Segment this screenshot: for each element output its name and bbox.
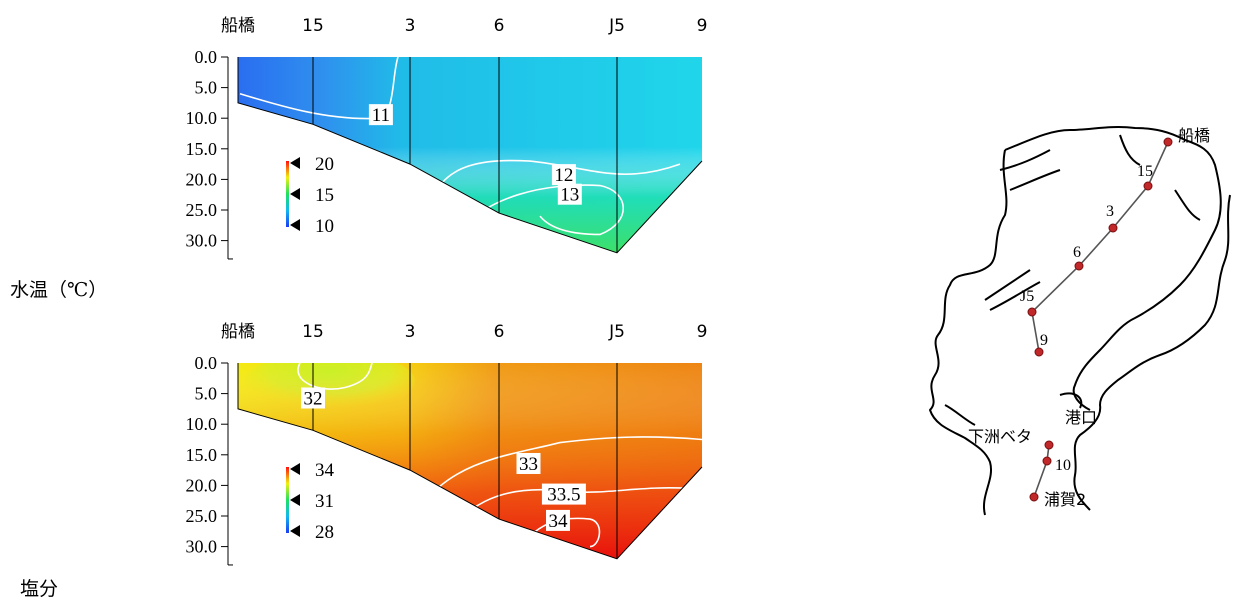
salinity-colorbar-label-0: 34 <box>315 460 335 481</box>
station-label-15: 15 <box>302 16 324 36</box>
station-point-6 <box>1074 261 1084 271</box>
station-point-9 <box>1034 347 1044 357</box>
depth-tick-label-1: 5.0 <box>195 78 218 98</box>
station-point-uraga2 <box>1029 492 1039 502</box>
contour-label-33-5: 33.5 <box>547 485 580 506</box>
coast-details <box>944 134 1201 426</box>
colorbar-marker-2 <box>290 219 300 231</box>
station-label-j5: J5 <box>608 16 625 36</box>
temperature-field-depth <box>238 57 702 253</box>
coastline <box>929 126 1231 516</box>
depth-tick-label-5: 25.0 <box>186 506 218 526</box>
map-label-6: 6 <box>1073 244 1081 261</box>
station-label-9: 9 <box>697 16 708 36</box>
map-label-15: 15 <box>1137 163 1153 180</box>
contour-label-bg-0 <box>368 104 393 126</box>
contour-label-bg-1 <box>516 452 541 474</box>
depth-tick-label-4: 20.0 <box>186 169 218 189</box>
depth-tick-label-6: 30.0 <box>186 231 218 251</box>
temperature-section-chart: 船橋 15 3 6 J5 90.05.010.015.020.025.030.011121… <box>10 16 708 301</box>
temperature-colorbar-label-0: 20 <box>315 154 334 175</box>
contour-label-bg-2 <box>541 483 586 505</box>
temperature-section-label: 水温（℃） <box>10 279 107 301</box>
station-point-3 <box>1108 223 1118 233</box>
salinity-colorbar-label-1: 31 <box>315 491 334 512</box>
contour-label-33: 33 <box>519 454 538 475</box>
colorbar-marker-1 <box>290 188 300 200</box>
colorbar-marker-0 <box>290 463 300 475</box>
temperature-colorbar <box>286 161 289 227</box>
depth-tick-label-4: 20.0 <box>186 475 218 495</box>
station-label-6: 6 <box>494 16 505 36</box>
contour-label-32: 32 <box>304 388 323 409</box>
charts-layer: 船橋 15 3 6 J5 90.05.010.015.020.025.030.011121… <box>10 16 708 600</box>
depth-tick-label-3: 15.0 <box>186 445 218 465</box>
station-label-funabashi: 船橋 <box>221 322 255 342</box>
colorbar-marker-2 <box>290 525 300 537</box>
salinity-colorbar-label-2: 28 <box>315 522 334 543</box>
coast-west <box>929 149 1008 516</box>
contour-32 <box>297 363 373 390</box>
coast-east <box>1073 194 1231 511</box>
salinity-section-label: 塩分 <box>20 578 58 600</box>
station-point-funabashi <box>1163 137 1173 147</box>
map-label-shimosu-beta: 下洲ベタ <box>968 427 1032 446</box>
depth-tick-label-6: 30.0 <box>186 537 218 557</box>
map-label-kouguchi: 港口 <box>1065 408 1097 427</box>
map-label-3: 3 <box>1106 203 1114 220</box>
colorbar-marker-0 <box>290 157 300 169</box>
temperature-seabed-line <box>237 57 703 254</box>
map-label-uraga2: 浦賀2 <box>1044 490 1086 509</box>
contour-label-bg-1 <box>551 164 576 186</box>
coast-north-east <box>1004 126 1222 411</box>
contour-34 <box>519 517 601 548</box>
contour-label-12: 12 <box>554 165 573 186</box>
depth-tick-label-2: 10.0 <box>186 414 218 434</box>
map-label-j5: J5 <box>1020 288 1034 305</box>
map-label-funabashi: 船橋 <box>1178 126 1210 145</box>
station-label-3: 3 <box>405 16 416 36</box>
depth-tick-label-1: 5.0 <box>195 384 218 404</box>
station-label-6: 6 <box>494 322 505 342</box>
salinity-seabed-line <box>237 363 703 560</box>
station-label-funabashi: 船橋 <box>221 16 255 36</box>
station-point-j5 <box>1027 307 1037 317</box>
depth-tick-label-0: 0.0 <box>195 47 218 67</box>
map-label-9: 9 <box>1040 332 1048 349</box>
depth-tick-label-3: 15.0 <box>186 139 218 159</box>
salinity-section-chart: 船橋 15 3 6 J5 9 0.0 5.0 10.0 15.0 20.0 25.0 30.0 32 33 3… <box>20 322 708 600</box>
station-label-3: 3 <box>405 322 416 342</box>
colorbar-marker-1 <box>290 494 300 506</box>
station-label-j5: J5 <box>608 322 625 342</box>
contour-label-11: 11 <box>372 105 390 126</box>
contour-label-bg-0 <box>301 387 325 409</box>
temperature-colorbar-label-1: 15 <box>315 185 334 206</box>
depth-tick-label-5: 25.0 <box>186 200 218 220</box>
station-point-15 <box>1143 181 1153 191</box>
contour-label-34: 34 <box>549 511 569 532</box>
station-label-9: 9 <box>697 322 708 342</box>
depth-tick-label-2: 10.0 <box>186 108 218 128</box>
contour-label-bg-3 <box>546 509 570 531</box>
survey-route-main <box>1031 141 1169 353</box>
station-label-15: 15 <box>302 322 324 342</box>
station-point-10 <box>1042 456 1052 466</box>
depth-tick-label-0: 0.0 <box>195 353 218 373</box>
temperature-field <box>238 57 702 253</box>
temperature-colorbar-label-2: 10 <box>315 216 334 237</box>
station-point-shimosu <box>1044 440 1054 450</box>
contour-label-13: 13 <box>560 185 579 206</box>
contour-label-bg-2 <box>557 183 582 205</box>
contour-11 <box>239 57 399 120</box>
map-label-10: 10 <box>1055 457 1071 474</box>
salinity-colorbar <box>286 467 289 533</box>
